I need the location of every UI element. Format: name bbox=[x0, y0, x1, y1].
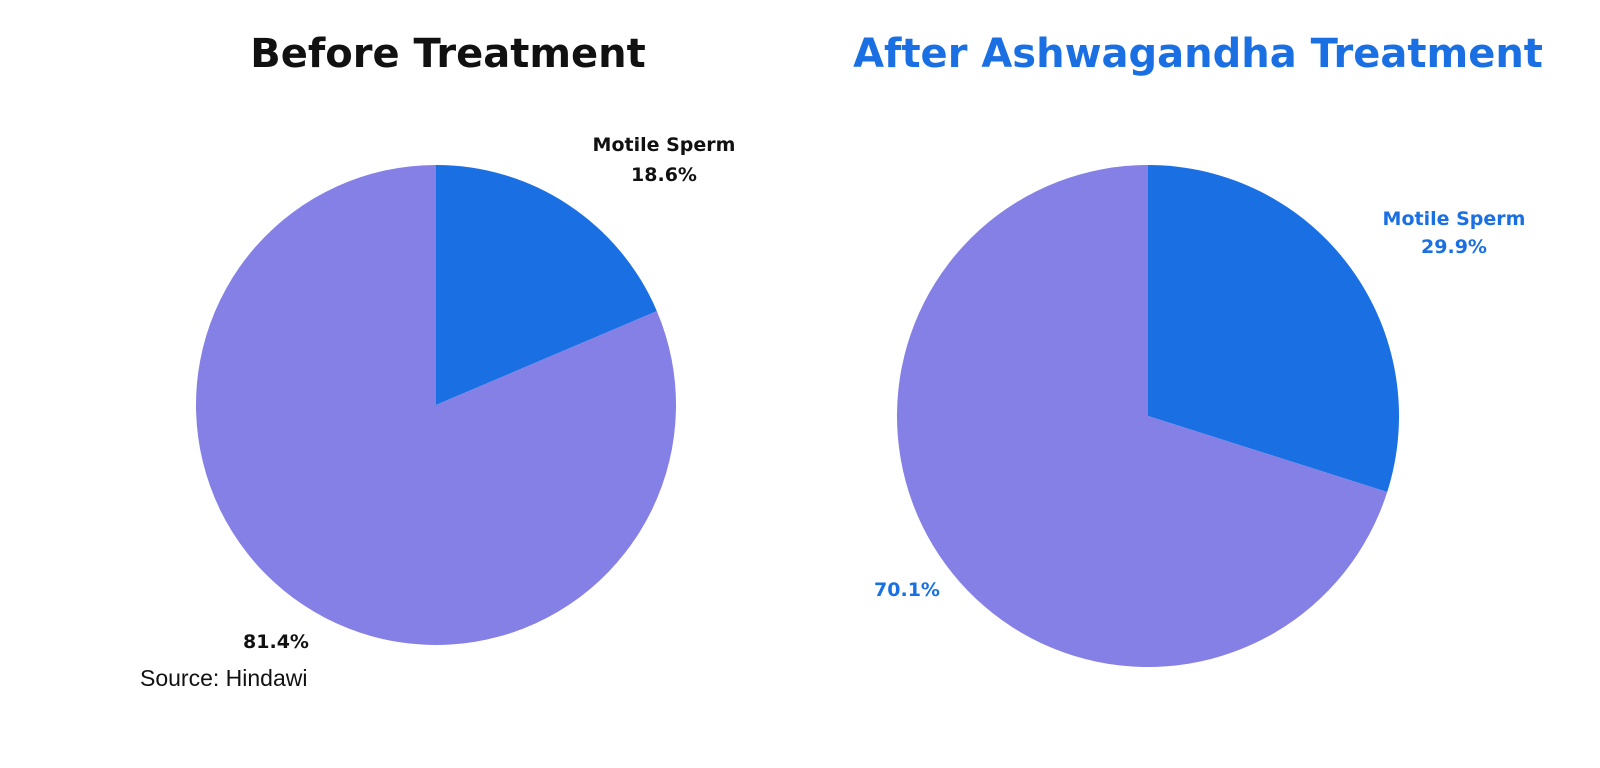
chart-title-before: Before Treatment bbox=[250, 31, 646, 77]
pie-chart-before: Before Treatment Motile Sperm 18.6% 81.4… bbox=[140, 31, 735, 691]
slice-before-other bbox=[196, 165, 677, 645]
chart-title-after: After Ashwagandha Treatment bbox=[853, 31, 1543, 77]
slice-after-motile-sperm bbox=[1148, 165, 1399, 493]
slice-value-after-motile-sperm: 29.9% bbox=[1421, 236, 1487, 258]
slice-value-before-other: 81.4% bbox=[243, 631, 309, 653]
slice-value-after-other: 70.1% bbox=[874, 579, 940, 601]
slice-label-before-motile-sperm: Motile Sperm bbox=[593, 134, 736, 156]
pie-chart-after: After Ashwagandha Treatment Motile Sperm… bbox=[853, 31, 1543, 667]
source-note: Source: Hindawi bbox=[140, 665, 307, 691]
slice-after-other bbox=[896, 165, 1388, 667]
slice-value-before-motile-sperm: 18.6% bbox=[631, 164, 697, 186]
slice-label-after-motile-sperm: Motile Sperm bbox=[1383, 208, 1526, 230]
slice-before-motile-sperm bbox=[436, 165, 657, 405]
